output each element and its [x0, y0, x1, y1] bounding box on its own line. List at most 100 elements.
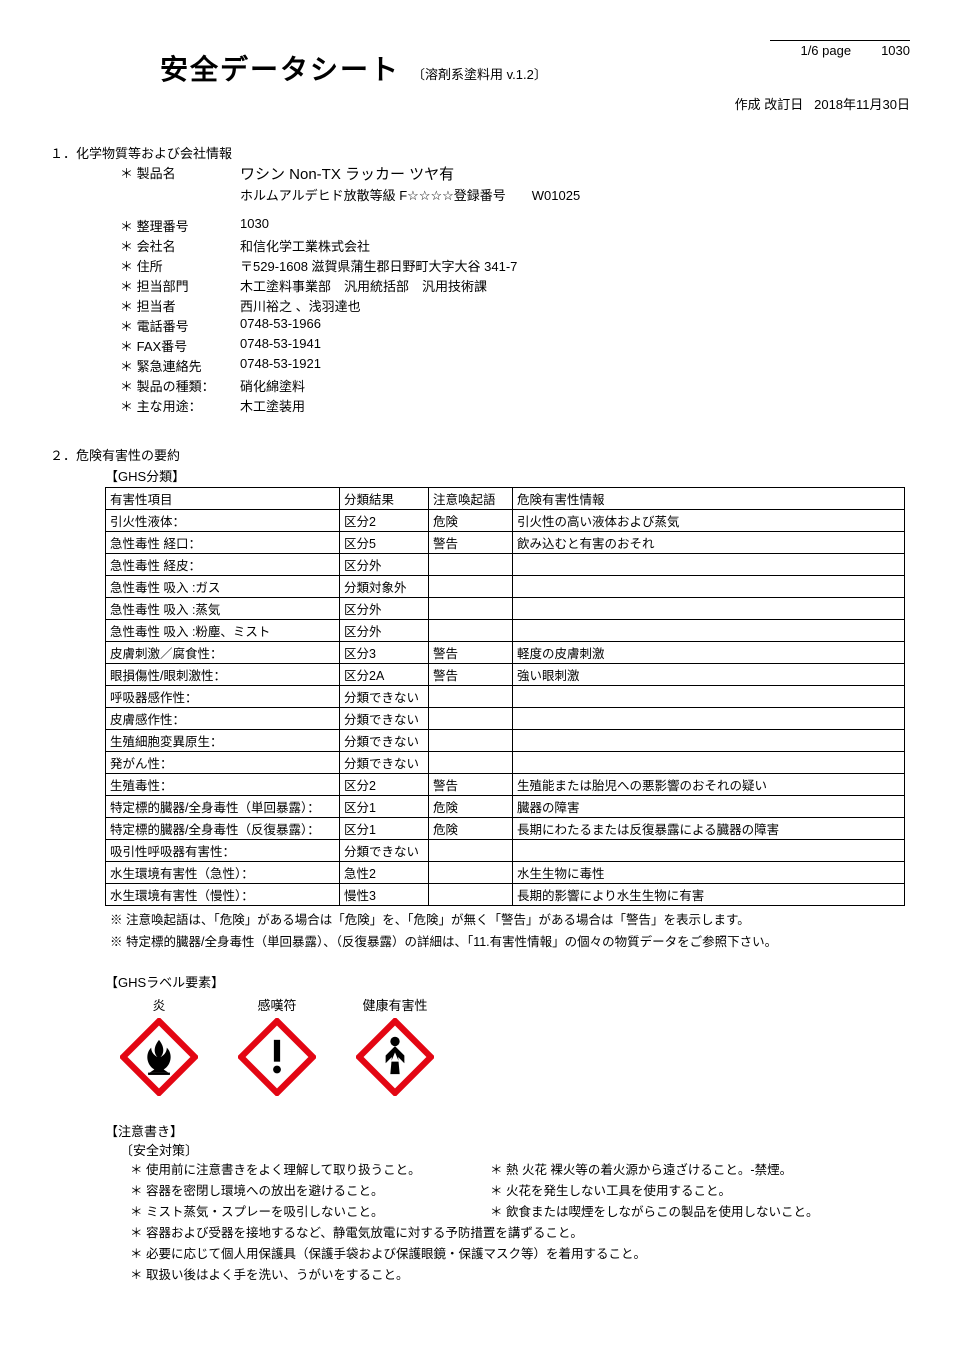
table-row: 水生環境有害性（急性）：急性2水生生物に毒性 — [106, 862, 905, 884]
table-cell: 臓器の障害 — [513, 796, 905, 818]
table-cell: 危険 — [429, 510, 513, 532]
table-row: 特定標的臓器/全身毒性（単回暴露）：区分1危険臓器の障害 — [106, 796, 905, 818]
info-value: 木工塗装用 — [240, 396, 305, 415]
info-row: ＊ 会社名和信化学工業株式会社 — [120, 236, 910, 255]
table-cell: 区分外 — [340, 598, 429, 620]
ghs-table: 有害性項目分類結果注意喚起語危険有害性情報 引火性液体： 区分2 危険引火性の高い液… — [105, 487, 905, 906]
table-cell: 発がん性： — [106, 752, 340, 774]
table-row: 急性毒性 吸入 :ガス分類対象外 — [106, 576, 905, 598]
header-rule — [770, 40, 910, 41]
table-cell — [429, 620, 513, 642]
pictogram-row: 炎感嘆符健康有害性 — [120, 995, 910, 1099]
table-row: 特定標的臓器/全身毒性（反復暴露）：区分1危険長期にわたるまたは反復暴露による臓… — [106, 818, 905, 840]
table-cell: 強い眼刺激 — [513, 664, 905, 686]
health-icon — [356, 1018, 434, 1096]
info-row: ＊ 製品名ワシン Non-TX ラッカー ツヤ有 — [120, 163, 910, 184]
doc-title: 安全データシート — [160, 48, 400, 88]
bullet-item: ＊ 熱 火花 裸火等の着火源から遠ざけること。-禁煙。 — [490, 1159, 910, 1178]
table-cell: 慢性3 — [340, 884, 429, 906]
table-row: 眼損傷性/眼刺激性：区分2A警告強い眼刺激 — [106, 664, 905, 686]
table-header: 危険有害性情報 — [513, 488, 905, 510]
table-cell: 区分3 — [340, 642, 429, 664]
table-cell: 引火性液体： — [106, 510, 340, 532]
table-cell: 軽度の皮膚刺激 — [513, 642, 905, 664]
info-value: ワシン Non-TX ラッカー ツヤ有 — [240, 163, 454, 184]
table-cell — [513, 598, 905, 620]
section1-heading: １．化学物質等および会社情報 — [50, 143, 910, 162]
safety-heading: 〔安全対策〕 — [120, 1140, 910, 1159]
bullet-item: ＊ 使用前に注意書きをよく理解して取り扱うこと。 — [130, 1159, 490, 1178]
table-cell — [513, 554, 905, 576]
info-value: ホルムアルデヒド放散等級 F☆☆☆☆登録番号 W01025 — [240, 185, 580, 204]
info-value: 0748-53-1941 — [240, 336, 321, 355]
table-cell: 警告 — [429, 664, 513, 686]
table-cell: 急性毒性 吸入 :粉塵、ミスト — [106, 620, 340, 642]
table-cell — [513, 686, 905, 708]
ghs-header-row: 有害性項目分類結果注意喚起語危険有害性情報 — [106, 488, 905, 510]
bullet-item: ＊ 必要に応じて個人用保護具（保護手袋および保護眼鏡・保護マスク等）を着用するこ… — [130, 1243, 910, 1262]
info-row: ＊ 住所〒529-1608 滋賀県蒲生郡日野町大字大谷 341-7 — [120, 256, 910, 275]
page-indicator: 1/6 page — [800, 43, 851, 58]
table-cell: 皮膚刺激／腐食性： — [106, 642, 340, 664]
table-cell: 区分2A — [340, 664, 429, 686]
table-cell: 生殖細胞変異原生： — [106, 730, 340, 752]
table-cell: 区分2 — [340, 774, 429, 796]
table-cell: 水生環境有害性（慢性）： — [106, 884, 340, 906]
table-cell: 警告 — [429, 642, 513, 664]
info-value: 〒529-1608 滋賀県蒲生郡日野町大字大谷 341-7 — [240, 256, 517, 275]
table-row: 水生環境有害性（慢性）：慢性3 長期的影響により水生生物に有害 — [106, 884, 905, 906]
table-row: 急性毒性 吸入 :粉塵、ミスト区分外 — [106, 620, 905, 642]
table-cell — [513, 576, 905, 598]
table-row: 皮膚感作性：分類できない — [106, 708, 905, 730]
table-cell: 急性2 — [340, 862, 429, 884]
ghs-body: 引火性液体：区分2危険引火性の高い液体および蒸気急性毒性 経口：区分5警告飲み込… — [106, 510, 905, 906]
info-label: ＊ 担当者 — [120, 296, 240, 315]
pictogram: 感嘆符 — [238, 995, 316, 1099]
title-row: 安全データシート 〔溶剤系塗料用 v.1.2〕 — [50, 48, 910, 88]
table-cell: 皮膚感作性： — [106, 708, 340, 730]
table-row: 発がん性：分類できない — [106, 752, 905, 774]
note-line: ※ 特定標的臓器/全身毒性（単回暴露）、（反復暴露）の詳細は、「11.有害性情報… — [110, 931, 910, 950]
info-row: ＊ 緊急連絡先0748-53-1921 — [120, 356, 910, 375]
info-row: ＊ 電話番号0748-53-1966 — [120, 316, 910, 335]
bullet-item: ＊ 取扱い後はよく手を洗い、うがいをすること。 — [130, 1264, 910, 1283]
table-cell: 長期的影響により水生生物に有害 — [513, 884, 905, 906]
table-cell: 特定標的臓器/全身毒性（単回暴露）： — [106, 796, 340, 818]
info-label: ＊ 主な用途： — [120, 396, 240, 415]
table-header: 注意喚起語 — [429, 488, 513, 510]
table-cell: 警告 — [429, 532, 513, 554]
table-cell — [429, 598, 513, 620]
table-cell: 吸引性呼吸器有害性： — [106, 840, 340, 862]
section2-heading: ２．危険有害性の要約 — [50, 445, 910, 464]
pictogram-label: 健康有害性 — [356, 995, 434, 1014]
table-row: 呼吸器感作性：分類できない — [106, 686, 905, 708]
bullet-item: ＊ 飲食または喫煙をしながらこの製品を使用しないこと。 — [490, 1201, 910, 1220]
section1-body: ＊ 製品名ワシン Non-TX ラッカー ツヤ有ホルムアルデヒド放散等級 F☆☆… — [50, 163, 910, 415]
table-cell: 警告 — [429, 774, 513, 796]
date-value: 2018年11月30日 — [814, 97, 910, 112]
table-cell — [429, 576, 513, 598]
table-row: 生殖毒性：区分2警告生殖能または胎児への悪影響のおそれの疑い — [106, 774, 905, 796]
table-cell — [429, 840, 513, 862]
info-value: 硝化綿塗料 — [240, 376, 305, 395]
info-row: ＊ 整理番号1030 — [120, 216, 910, 235]
info-row: ＊ 主な用途：木工塗装用 — [120, 396, 910, 415]
note-line: ※ 注意喚起語は、「危険」がある場合は「危険」を、「危険」が無く「警告」がある場… — [110, 909, 910, 928]
table-cell: 引火性の高い液体および蒸気 — [513, 510, 905, 532]
table-header: 分類結果 — [340, 488, 429, 510]
info-value: 和信化学工業株式会社 — [240, 236, 370, 255]
pictogram: 健康有害性 — [356, 995, 434, 1099]
doc-number: 1030 — [881, 43, 910, 58]
table-cell: 分類できない — [340, 708, 429, 730]
table-cell: 急性毒性 経皮： — [106, 554, 340, 576]
info-row: ホルムアルデヒド放散等級 F☆☆☆☆登録番号 W01025 — [120, 185, 910, 204]
info-value: 0748-53-1921 — [240, 356, 321, 375]
table-cell: 分類できない — [340, 730, 429, 752]
date-label: 作成 改訂日 — [735, 97, 804, 112]
table-cell — [429, 686, 513, 708]
table-header: 有害性項目 — [106, 488, 340, 510]
caution-heading: 【注意書き】 — [105, 1121, 910, 1140]
table-cell: 分類対象外 — [340, 576, 429, 598]
table-cell — [429, 554, 513, 576]
table-cell: 分類できない — [340, 840, 429, 862]
